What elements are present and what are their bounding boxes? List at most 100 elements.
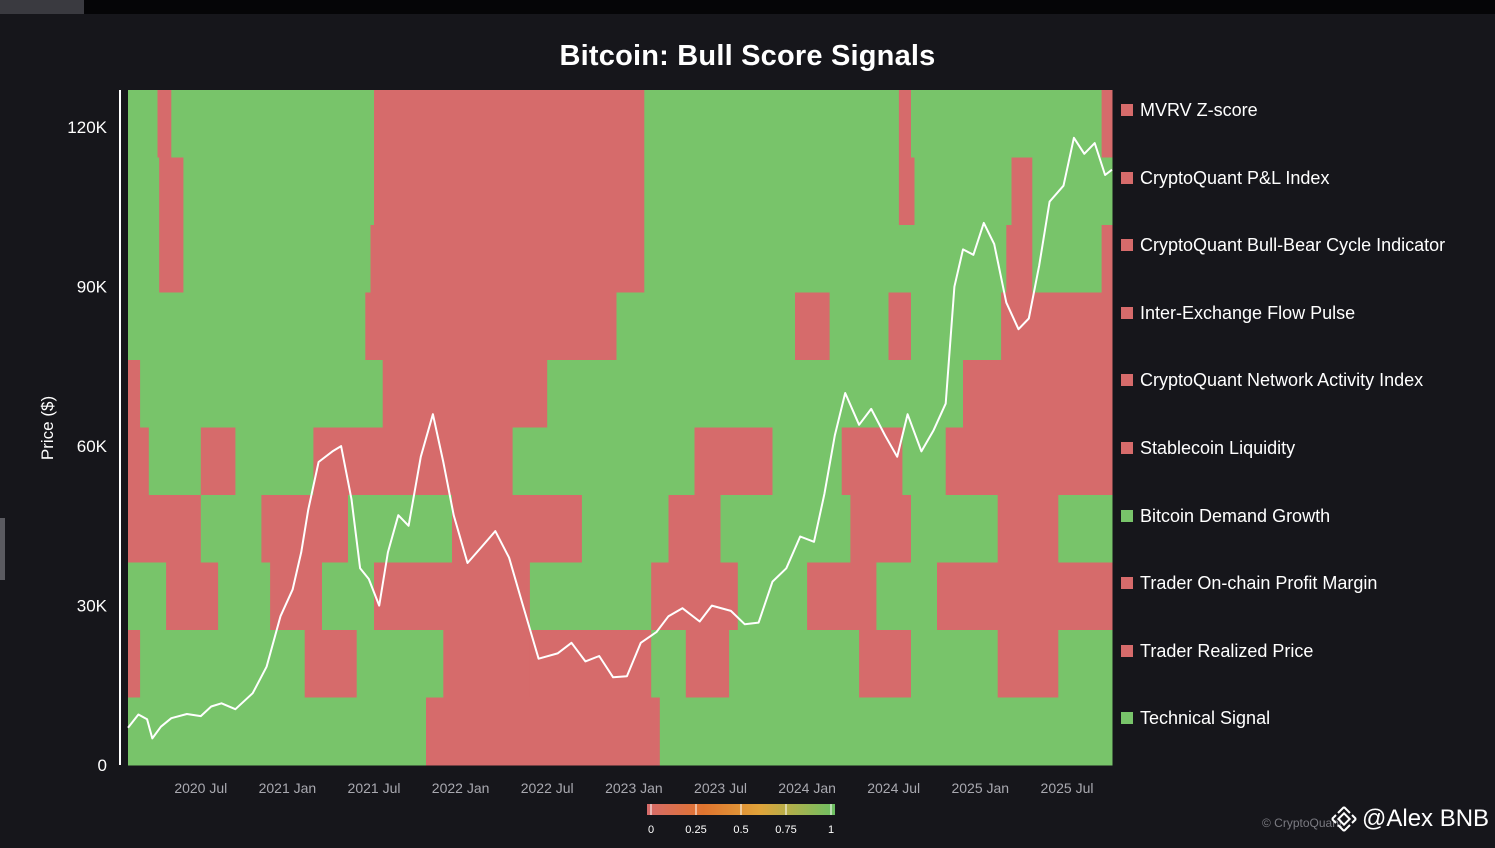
heat-cell bbox=[128, 427, 150, 496]
heat-cell bbox=[885, 360, 964, 428]
heat-cell bbox=[850, 495, 912, 563]
heat-cell bbox=[625, 427, 695, 496]
legend-label: Stablecoin Liquidity bbox=[1140, 438, 1296, 458]
legend-label: Trader On-chain Profit Margin bbox=[1140, 573, 1378, 594]
heat-cell bbox=[1011, 157, 1033, 226]
heat-cell bbox=[911, 90, 1103, 158]
legend-label: CryptoQuant Bull-Bear Cycle Indicator bbox=[1140, 235, 1446, 256]
heat-cell bbox=[729, 630, 860, 698]
heat-cell bbox=[1032, 225, 1103, 293]
binance-icon bbox=[1331, 806, 1357, 832]
heat-cell bbox=[937, 562, 981, 631]
heat-cell bbox=[772, 427, 843, 496]
heat-cell bbox=[348, 495, 453, 563]
heat-cell bbox=[911, 292, 1002, 361]
heat-cell bbox=[157, 697, 427, 766]
heat-cell bbox=[547, 360, 687, 428]
legend-swatch bbox=[1121, 712, 1133, 725]
heat-cell bbox=[898, 157, 915, 226]
heat-cell bbox=[1101, 225, 1113, 293]
x-tick-label: 2025 Jan bbox=[951, 780, 1009, 796]
legend-swatch bbox=[1121, 239, 1133, 252]
heat-cell bbox=[374, 562, 436, 631]
heat-cell bbox=[365, 292, 410, 361]
heat-cell bbox=[720, 495, 851, 563]
heat-cell bbox=[370, 225, 423, 293]
heat-cell bbox=[128, 630, 141, 698]
heat-cell bbox=[1032, 157, 1113, 226]
y-tick-label: 30K bbox=[77, 597, 108, 616]
heat-cell bbox=[898, 90, 912, 158]
colorscale-tick-label: 0.75 bbox=[775, 824, 796, 836]
heat-cell bbox=[685, 630, 730, 698]
signal-heatmap bbox=[128, 90, 1113, 766]
legend-label: Inter-Exchange Flow Pulse bbox=[1140, 302, 1356, 323]
heat-cell bbox=[980, 562, 1033, 631]
colorscale-tick-label: 0.5 bbox=[733, 824, 748, 836]
x-axis-ticks: 2020 Jul 2021 Jan 2021 Jul 2022 Jan 2022 Jul… bbox=[174, 780, 1093, 796]
heat-cell bbox=[888, 292, 912, 361]
heat-cell bbox=[859, 630, 912, 698]
x-tick-label: 2024 Jul bbox=[867, 780, 920, 796]
heat-cell bbox=[616, 292, 796, 361]
side-edge-control bbox=[0, 518, 5, 580]
legend-swatch bbox=[1121, 442, 1133, 454]
heat-cell bbox=[1006, 225, 1033, 293]
legend-swatch bbox=[1121, 306, 1133, 319]
heat-cell bbox=[128, 495, 202, 563]
legend-label: CryptoQuant Network Activity Index bbox=[1140, 370, 1424, 391]
heat-cell bbox=[1001, 292, 1113, 361]
legend-label: Trader Realized Price bbox=[1140, 640, 1314, 661]
chart-title: Bitcoin: Bull Score Signals bbox=[559, 40, 936, 72]
heat-cell bbox=[128, 225, 160, 293]
heat-cell bbox=[460, 697, 661, 766]
heat-cell bbox=[159, 225, 184, 293]
heat-cell bbox=[128, 360, 141, 428]
x-tick-label: 2021 Jul bbox=[348, 780, 401, 796]
watermark: © CryptoQuant bbox=[1262, 816, 1343, 830]
heat-cell bbox=[426, 360, 548, 428]
x-tick-label: 2025 Jul bbox=[1041, 780, 1094, 796]
heat-cell bbox=[374, 157, 444, 226]
heat-cell bbox=[183, 360, 384, 428]
heat-cell bbox=[581, 495, 669, 563]
y-axis-ticks: 0 30K 60K 90K 120K bbox=[67, 118, 107, 775]
heat-cell bbox=[434, 562, 531, 631]
heat-cell bbox=[644, 90, 900, 158]
heat-cell bbox=[911, 495, 999, 563]
heat-cell bbox=[914, 157, 1012, 226]
legend-label: CryptoQuant P&L Index bbox=[1140, 167, 1330, 188]
legend-swatch bbox=[1121, 104, 1133, 116]
heat-cell bbox=[128, 697, 158, 766]
heat-cell bbox=[159, 157, 184, 226]
author-handle: @Alex BNB bbox=[1362, 805, 1490, 832]
x-tick-label: 2023 Jul bbox=[694, 780, 747, 796]
heat-cell bbox=[148, 427, 202, 496]
heat-cell bbox=[644, 157, 900, 226]
heat-cell bbox=[443, 157, 645, 226]
legend-swatch bbox=[1121, 644, 1133, 657]
heat-cell bbox=[235, 427, 314, 496]
heat-cell bbox=[911, 225, 1007, 293]
legend-swatch bbox=[1121, 171, 1133, 184]
colorscale-ticks: 0 0.25 0.5 0.75 1 bbox=[648, 804, 834, 836]
heat-cell bbox=[1101, 90, 1113, 158]
heat-cell bbox=[694, 427, 773, 496]
heat-cell bbox=[200, 427, 236, 496]
window-tab[interactable] bbox=[0, 0, 84, 14]
x-tick-label: 2022 Jan bbox=[432, 780, 490, 796]
heat-cell bbox=[651, 630, 687, 698]
legend-label: Technical Signal bbox=[1140, 708, 1271, 729]
heat-cell bbox=[529, 562, 652, 631]
heat-cell bbox=[841, 427, 903, 496]
heat-cell bbox=[980, 427, 1113, 496]
heat-cell bbox=[382, 360, 427, 428]
heat-cell bbox=[997, 495, 1059, 563]
x-tick-label: 2024 Jan bbox=[778, 780, 836, 796]
author-credit: @Alex BNB bbox=[1330, 805, 1489, 833]
heat-cell bbox=[452, 495, 583, 563]
x-tick-label: 2020 Jul bbox=[174, 780, 227, 796]
heat-cell bbox=[529, 630, 652, 698]
heat-cell bbox=[443, 630, 531, 698]
heat-cell bbox=[128, 157, 160, 226]
